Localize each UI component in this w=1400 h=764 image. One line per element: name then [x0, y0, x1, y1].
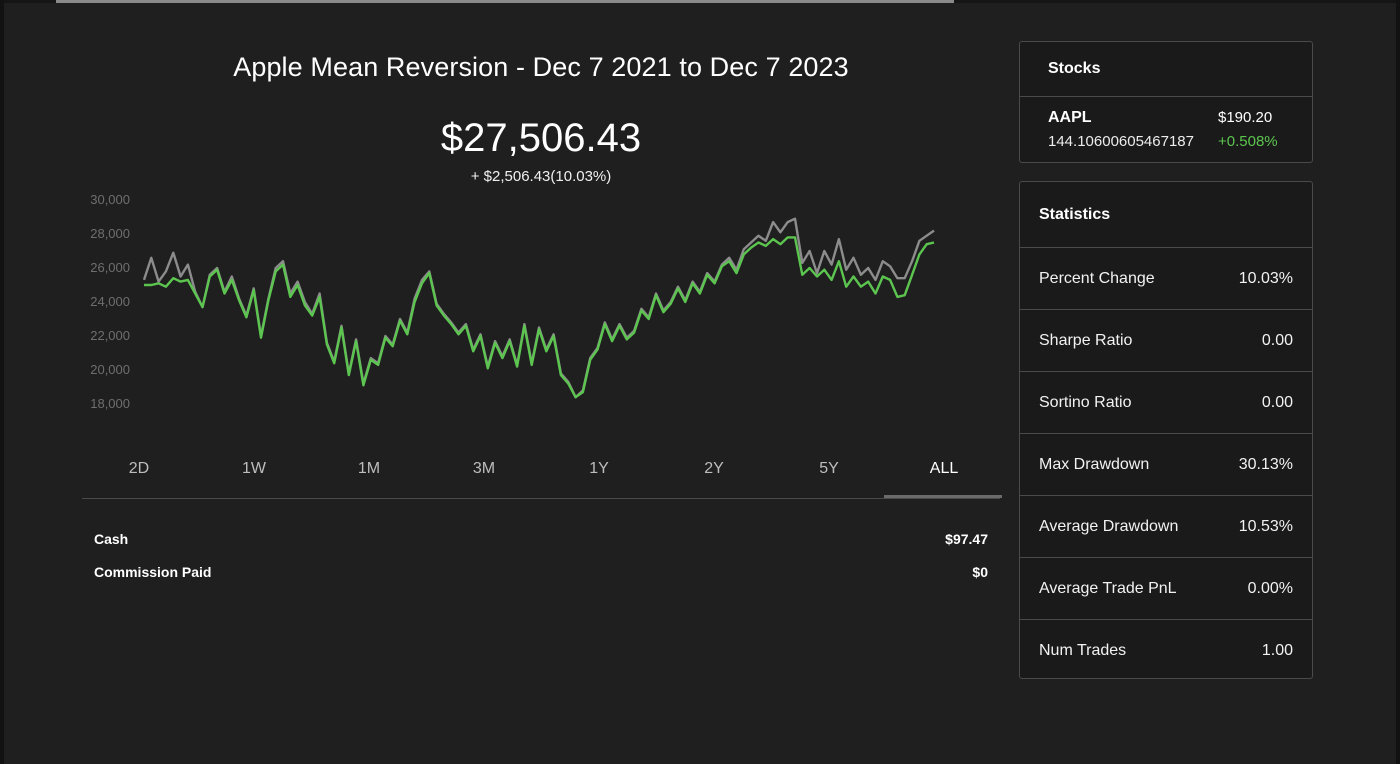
cash-label: Cash	[94, 531, 129, 547]
stat-row: Percent Change 10.03%	[1020, 248, 1312, 310]
stat-row: Average Drawdown 10.53%	[1020, 496, 1312, 558]
range-tab-all[interactable]: ALL	[929, 460, 959, 477]
stat-value: 10.53%	[1238, 517, 1293, 535]
commission-value: $0	[972, 564, 988, 580]
range-tab-3m[interactable]: 3M	[472, 460, 496, 477]
stat-value: 10.03%	[1238, 269, 1293, 287]
stat-row: Sharpe Ratio 0.00	[1020, 310, 1312, 372]
equity-chart: 30,000 28,000 26,000 24,000 22,000 20,000 18,0…	[90, 192, 935, 411]
stat-row: Average Trade PnL 0.00%	[1020, 558, 1312, 620]
range-tab-5y[interactable]: 5Y	[819, 460, 839, 477]
top-scrollbar[interactable]	[56, 0, 954, 3]
stat-label: Average Trade PnL	[1039, 579, 1177, 597]
stat-value: 0.00	[1261, 393, 1293, 411]
statistics-card: Statistics Percent Change 10.03% Sharpe Ra…	[1019, 181, 1313, 679]
window-right-edge	[1396, 0, 1400, 764]
stat-value: 0.00	[1261, 331, 1293, 349]
statistics-header: Statistics	[1020, 182, 1312, 248]
range-tab-1y[interactable]: 1Y	[589, 460, 609, 477]
range-tab-1m[interactable]: 1M	[357, 460, 381, 477]
stat-value: 30.13%	[1238, 455, 1293, 473]
statistics-list: Percent Change 10.03% Sharpe Ratio 0.00 Sort…	[1020, 248, 1312, 681]
range-tab-1w[interactable]: 1W	[242, 460, 266, 477]
stock-price: $190.20	[1218, 109, 1273, 126]
y-tick-label: 28,000	[90, 226, 130, 241]
y-tick-label: 30,000	[90, 192, 130, 207]
stat-row: Max Drawdown 30.13%	[1020, 434, 1312, 496]
y-tick-label: 24,000	[90, 294, 130, 309]
portfolio-balance: $27,506.43	[440, 116, 642, 160]
stat-value: 1.00	[1261, 641, 1293, 659]
stock-row[interactable]: AAPL $190.20 144.10600605467187 +0.508%	[1020, 97, 1312, 161]
range-tabs: 2D 1W 1M 3M 1Y 2Y 5Y ALL	[82, 452, 1002, 499]
stock-symbol: AAPL	[1048, 109, 1092, 126]
portfolio-balance-change: + $2,506.43(10.03%)	[470, 168, 612, 185]
benchmark-series-line	[142, 217, 935, 399]
y-tick-label: 20,000	[90, 362, 130, 377]
commission-label: Commission Paid	[94, 564, 212, 580]
y-tick-label: 22,000	[90, 328, 130, 343]
stat-label: Percent Change	[1039, 269, 1155, 287]
y-tick-label: 18,000	[90, 396, 130, 411]
range-tab-2y[interactable]: 2Y	[704, 460, 724, 477]
stat-label: Average Drawdown	[1039, 517, 1179, 535]
stock-change: +0.508%	[1218, 133, 1278, 150]
stat-label: Sharpe Ratio	[1039, 331, 1133, 349]
stat-value: 0.00%	[1247, 579, 1293, 597]
range-tab-2d[interactable]: 2D	[128, 460, 150, 477]
cash-value: $97.47	[945, 531, 988, 547]
stocks-header: Stocks	[1020, 42, 1312, 97]
portfolio-series-line	[144, 236, 935, 399]
stat-row: Sortino Ratio 0.00	[1020, 372, 1312, 434]
stat-row: Num Trades 1.00	[1020, 620, 1312, 681]
stock-quantity: 144.10600605467187	[1048, 133, 1194, 150]
range-tab-active-indicator	[884, 495, 1002, 498]
stat-label: Num Trades	[1039, 641, 1127, 659]
page-title: Apple Mean Reversion - Dec 7 2021 to Dec…	[233, 52, 849, 82]
window-left-edge	[0, 0, 4, 764]
y-tick-label: 26,000	[90, 260, 130, 275]
stocks-card: Stocks AAPL $190.20 144.10600605467187 +…	[1019, 41, 1313, 163]
stat-label: Max Drawdown	[1039, 455, 1150, 473]
stat-label: Sortino Ratio	[1039, 393, 1132, 411]
